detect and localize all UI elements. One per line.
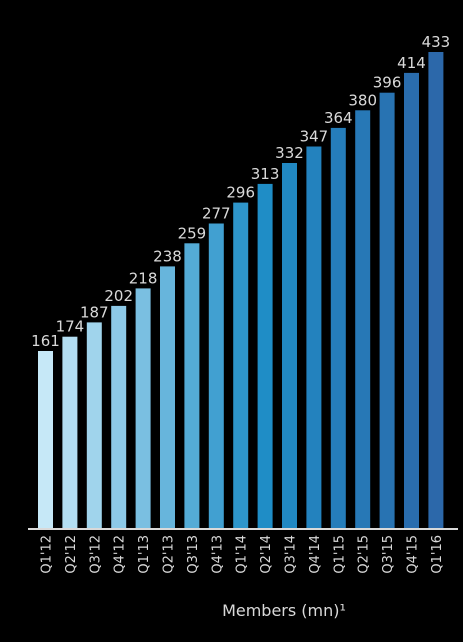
category-label-8: Q1'14 [235, 535, 250, 574]
value-label-11: 347 [300, 128, 329, 146]
bar-13 [355, 110, 371, 529]
value-label-0: 161 [31, 332, 60, 350]
category-label-14: Q3'15 [381, 535, 396, 574]
bar-16 [428, 52, 444, 528]
value-label-6: 259 [178, 224, 207, 242]
value-label-1: 174 [56, 318, 85, 336]
category-label-15: Q4'15 [406, 535, 421, 574]
category-label-2: Q3'12 [88, 535, 103, 574]
bars-group [38, 52, 444, 529]
category-label-12: Q1'15 [332, 535, 347, 574]
value-label-12: 364 [324, 109, 353, 127]
bar-7 [208, 223, 224, 528]
value-label-2: 187 [80, 303, 109, 321]
bar-6 [184, 243, 200, 529]
bar-12 [330, 127, 346, 529]
category-label-16: Q1'16 [430, 535, 445, 574]
category-labels-group: Q1'12 Q2'12 Q3'12 Q4'12 Q1'13 Q2'13 Q3'13 Q4'13… [40, 535, 445, 574]
x-axis-title: Members (mn)¹ [222, 601, 346, 620]
bar-10 [282, 163, 297, 528]
category-label-9: Q2'14 [259, 535, 274, 574]
category-label-5: Q2'13 [162, 535, 177, 574]
bar-11 [306, 146, 322, 528]
value-label-4: 218 [129, 269, 158, 287]
value-label-15: 414 [397, 54, 426, 72]
category-label-6: Q3'13 [186, 535, 201, 574]
bar-2 [86, 322, 102, 528]
value-label-9: 313 [251, 165, 280, 183]
category-label-11: Q4'14 [308, 535, 323, 574]
category-label-3: Q4'12 [113, 535, 128, 574]
category-label-10: Q3'14 [284, 535, 299, 574]
value-label-13: 380 [348, 91, 377, 109]
bar-14 [379, 92, 395, 528]
bar-9 [257, 183, 273, 528]
value-label-7: 277 [202, 205, 231, 223]
value-label-3: 202 [104, 287, 133, 305]
value-labels-group: 1611741872022182382592772963133323473643… [31, 33, 450, 350]
bar-15 [404, 72, 419, 529]
bar-3 [111, 305, 127, 528]
category-label-4: Q1'13 [137, 535, 152, 574]
bar-0 [38, 351, 53, 528]
value-label-14: 396 [373, 74, 402, 92]
bar-1 [62, 336, 78, 528]
category-label-1: Q2'12 [64, 535, 79, 574]
value-label-16: 433 [422, 33, 451, 51]
value-label-8: 296 [226, 184, 255, 202]
bar-5 [160, 266, 175, 528]
bar-8 [233, 202, 249, 528]
bar-4 [135, 288, 151, 528]
category-label-0: Q1'12 [40, 535, 55, 574]
value-label-5: 238 [153, 247, 182, 265]
value-label-10: 332 [275, 144, 304, 162]
category-label-13: Q2'15 [357, 535, 372, 574]
category-label-7: Q4'13 [210, 535, 225, 574]
